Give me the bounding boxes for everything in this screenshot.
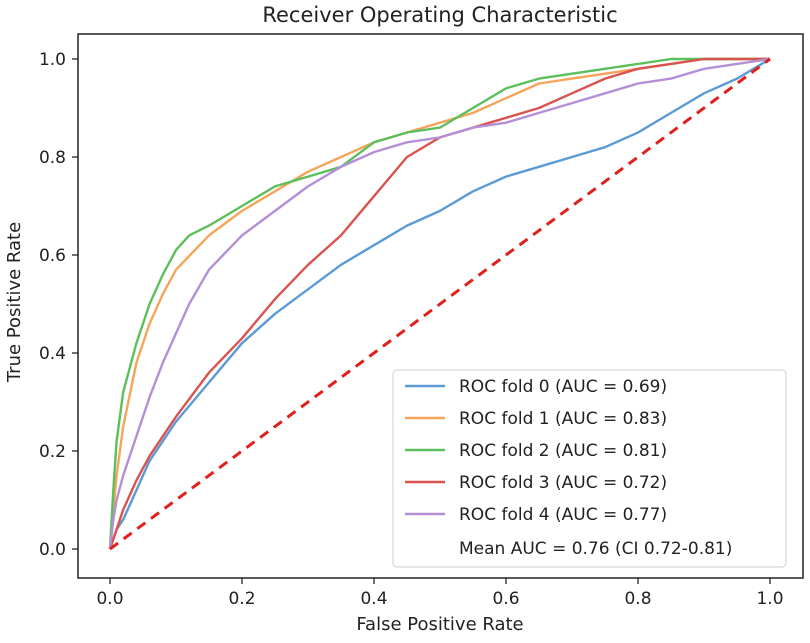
- chance-diagonal-line: [109, 57, 771, 551]
- x-tick-label: 0.2: [228, 589, 255, 609]
- y-tick-label: 0.6: [39, 246, 66, 266]
- roc-fold-0-line: [108, 57, 771, 550]
- legend-label-fold-2: ROC fold 2 (AUC = 0.81): [459, 441, 667, 461]
- x-tick-label: 0.4: [360, 589, 387, 609]
- x-axis-label: False Positive Rate: [356, 614, 523, 635]
- y-tick-label: 1.0: [39, 50, 66, 70]
- x-tick-label: 1.0: [756, 589, 783, 609]
- legend-label-fold-0: ROC fold 0 (AUC = 0.69): [459, 377, 667, 397]
- x-tick-label: 0.0: [96, 589, 123, 609]
- legend-box: [392, 369, 787, 568]
- legend-mean-auc: Mean AUC = 0.76 (CI 0.72-0.81): [459, 539, 732, 559]
- legend-label-fold-1: ROC fold 1 (AUC = 0.83): [459, 409, 667, 429]
- legend-label-fold-4: ROC fold 4 (AUC = 0.77): [459, 505, 667, 525]
- roc-fold-4-line: [108, 57, 771, 550]
- legend-items: ROC fold 0 (AUC = 0.69) ROC fold 1 (AUC =…: [405, 377, 667, 525]
- y-tick-label: 0.4: [39, 344, 66, 364]
- y-tick-label: 0.2: [39, 442, 66, 462]
- y-axis-label: True Positive Rate: [4, 222, 25, 383]
- y-tick-label: 0.0: [39, 540, 66, 560]
- plot-frame: [77, 33, 804, 579]
- x-tick-label: 0.6: [492, 589, 519, 609]
- legend-label-fold-3: ROC fold 3 (AUC = 0.72): [459, 473, 667, 493]
- axis-ticks: 0.0 0.2 0.4 0.6 0.8 1.0 0.0 0.2 0.4 0.6 0.8 1.0: [39, 50, 784, 609]
- plot-lines: [108, 57, 771, 551]
- chart-title: Receiver Operating Characteristic: [262, 3, 617, 27]
- y-tick-label: 0.8: [39, 148, 66, 168]
- roc-fold-3-line: [108, 57, 770, 550]
- x-tick-label: 0.8: [624, 589, 651, 609]
- legend: ROC fold 0 (AUC = 0.69) ROC fold 1 (AUC =…: [392, 369, 787, 568]
